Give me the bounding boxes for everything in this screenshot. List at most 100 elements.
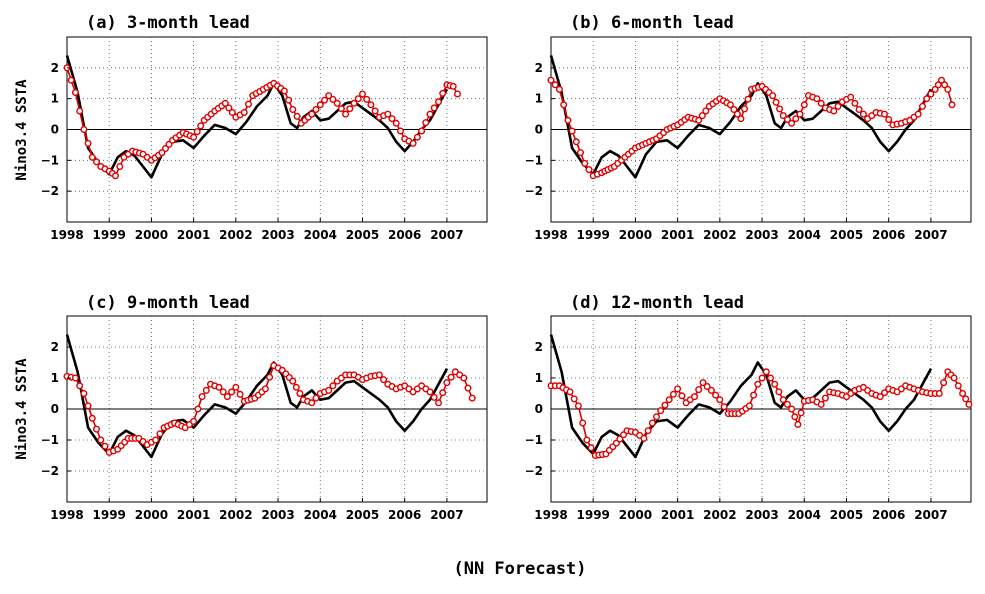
panel-d-observed-line — [549, 334, 933, 459]
panel-d-forecast-point-61 — [791, 413, 799, 421]
panel-d-forecast-point-36 — [691, 393, 699, 401]
panel-d-forecast-point-6 — [570, 395, 578, 403]
panel-c-forecast-point-92 — [435, 399, 443, 407]
panel-d-forecast-point-7 — [574, 402, 582, 410]
panel-c-forecast-point-6 — [88, 414, 96, 422]
panel-b-xtick-label-1999: 1999 — [577, 228, 610, 242]
panel-c-forecast-point-34 — [198, 393, 206, 401]
panel-c-forecast-point-78 — [375, 371, 383, 379]
panel-d-forecast-point-60 — [788, 405, 796, 413]
panel-a-forecast-point-100 — [454, 90, 462, 98]
panel-a-forecast-point-3 — [76, 107, 84, 115]
panel-b-forecast-point-104 — [944, 85, 952, 93]
panel-b-forecast-point-102 — [938, 76, 946, 84]
panel-d-forecast-point-56 — [771, 380, 779, 388]
panel-a-forecast-point-86 — [397, 127, 405, 135]
panel-d-forecast-point-82 — [876, 393, 884, 401]
panel-d-forecast-point-37 — [695, 386, 703, 394]
panel-b-forecast-point-76 — [830, 107, 838, 115]
panel-a-ytick-label-0: 0 — [51, 123, 59, 137]
panel-d-forecast-point-40 — [707, 386, 715, 394]
panel-a-forecast-point-91 — [418, 127, 426, 135]
panel-a-forecast-point-65 — [308, 110, 316, 118]
panel-b-forecast-point-9 — [585, 166, 593, 174]
panel-c-forecast-point-67 — [329, 382, 337, 390]
panel-d-forecast-point-43 — [720, 403, 728, 411]
panel-d-forecast-point-58 — [779, 396, 787, 404]
panel-a-forecast-point-94 — [430, 104, 438, 112]
panel-a-forecast-point-85 — [392, 119, 400, 127]
panel-b-forecast-point-40 — [695, 116, 703, 124]
panel-a-forecast-point-95 — [435, 98, 443, 106]
panel-b-forecast-point-64 — [779, 112, 787, 120]
panel-b-forecast-point-3 — [560, 101, 568, 109]
panel-b-xtick-label-1998: 1998 — [534, 228, 567, 242]
panel-d-xtick-label-2001: 2001 — [661, 508, 694, 522]
panel-d-y-ticks: −2 −1 0 1 2 — [525, 340, 555, 478]
panel-a-xtick-label-2001: 2001 — [177, 228, 210, 242]
panel-b-forecast-point-6 — [572, 138, 580, 146]
panel-a-forecast-point-78 — [363, 95, 371, 103]
panel-b-xtick-label-2007: 2007 — [914, 228, 947, 242]
panel-a-forecast-point-43 — [225, 104, 233, 112]
panel-c-xtick-label-1999: 1999 — [93, 508, 126, 522]
panel-a-forecast-point-89 — [409, 139, 417, 147]
panel-a-forecast-point-69 — [325, 92, 333, 100]
panel-b-forecast-series — [547, 76, 956, 180]
panel-c-forecast-point-79 — [380, 376, 388, 384]
panel-c-forecast-point-62 — [308, 399, 316, 407]
panel-a-forecast-point-90 — [413, 133, 421, 141]
panel-d-forecast-point-96 — [935, 390, 943, 398]
panel-a-forecast-point-74 — [346, 105, 354, 113]
panel-a-forecast-point-73 — [342, 110, 350, 118]
panel-a-forecast-point-76 — [354, 95, 362, 103]
panel-a-forecast-point-7 — [92, 158, 100, 166]
panel-c-xtick-label-2003: 2003 — [261, 508, 294, 522]
panel-c-xtick-label-1998: 1998 — [50, 508, 83, 522]
panel-c-ytick-label-1: 1 — [51, 371, 59, 385]
panel-d-forecast-point-52 — [754, 380, 762, 388]
panel-a-forecast-point-5 — [84, 139, 92, 147]
panel-b-forecast-point-50 — [730, 105, 738, 113]
panel-b-forecast-point-62 — [772, 98, 780, 106]
panel-a-x-ticks: 1998 1999 2000 2001 2002 2003 2004 2005 2006 2007 — [50, 218, 464, 242]
panel-c-forecast-point-57 — [289, 377, 297, 385]
panel-d-xtick-label-1999: 1999 — [577, 508, 610, 522]
panel-d-forecast-point-53 — [758, 374, 766, 382]
panel-d-forecast-point-101 — [954, 382, 962, 390]
panel-c-forecast-point-40 — [223, 393, 231, 401]
panel-d-forecast-point-18 — [616, 435, 624, 443]
panel-a-xtick-label-1998: 1998 — [50, 228, 83, 242]
panel-a-forecast-point-60 — [289, 105, 297, 113]
panel-b-forecast-point-69 — [800, 101, 808, 109]
panel-a-forecast-point-4 — [80, 125, 88, 133]
panel-a-forecast-point-80 — [371, 107, 379, 115]
panel-d-forecast-point-25 — [644, 427, 652, 435]
panel-c-forecast-point-93 — [439, 389, 447, 397]
panel-c-forecast-point-59 — [296, 390, 304, 398]
panel-a-forecast-point-61 — [293, 112, 301, 120]
panel-b-forecast-point-65 — [783, 115, 791, 123]
panel-b-forecast-point-82 — [855, 105, 863, 113]
panel-b-xtick-label-2004: 2004 — [788, 228, 821, 242]
panel-c-forecast-point-51 — [266, 373, 274, 381]
panel-a-forecast-point-70 — [329, 95, 337, 103]
panel-c-forecast-point-22 — [152, 436, 160, 444]
panel-a-forecast-point-79 — [367, 101, 375, 109]
panel-d-forecast-point-24 — [640, 434, 648, 442]
panel-c-forecast-point-39 — [219, 388, 227, 396]
panel-a-title: (a) 3-month lead — [86, 13, 250, 33]
panel-a-forecast-point-12 — [111, 172, 119, 180]
panel-b-forecast-point-41 — [698, 112, 706, 120]
panel-c-forecast-point-9 — [101, 442, 109, 450]
panel-a-forecast-point-83 — [384, 110, 392, 118]
panel-b-forecast-point-61 — [769, 92, 777, 100]
panel-c-ytick-label--2: −2 — [41, 464, 59, 478]
panel-a-forecast-point-71 — [333, 99, 341, 107]
panel-b-xtick-label-2006: 2006 — [872, 228, 905, 242]
panel-d-xtick-label-2004: 2004 — [788, 508, 821, 522]
panel-a-forecast-point-59 — [285, 96, 293, 104]
panel-a-forecast-point-77 — [359, 90, 367, 98]
panel-d-forecast-point-62 — [794, 421, 802, 429]
panel-b-forecast-point-7 — [577, 149, 585, 157]
